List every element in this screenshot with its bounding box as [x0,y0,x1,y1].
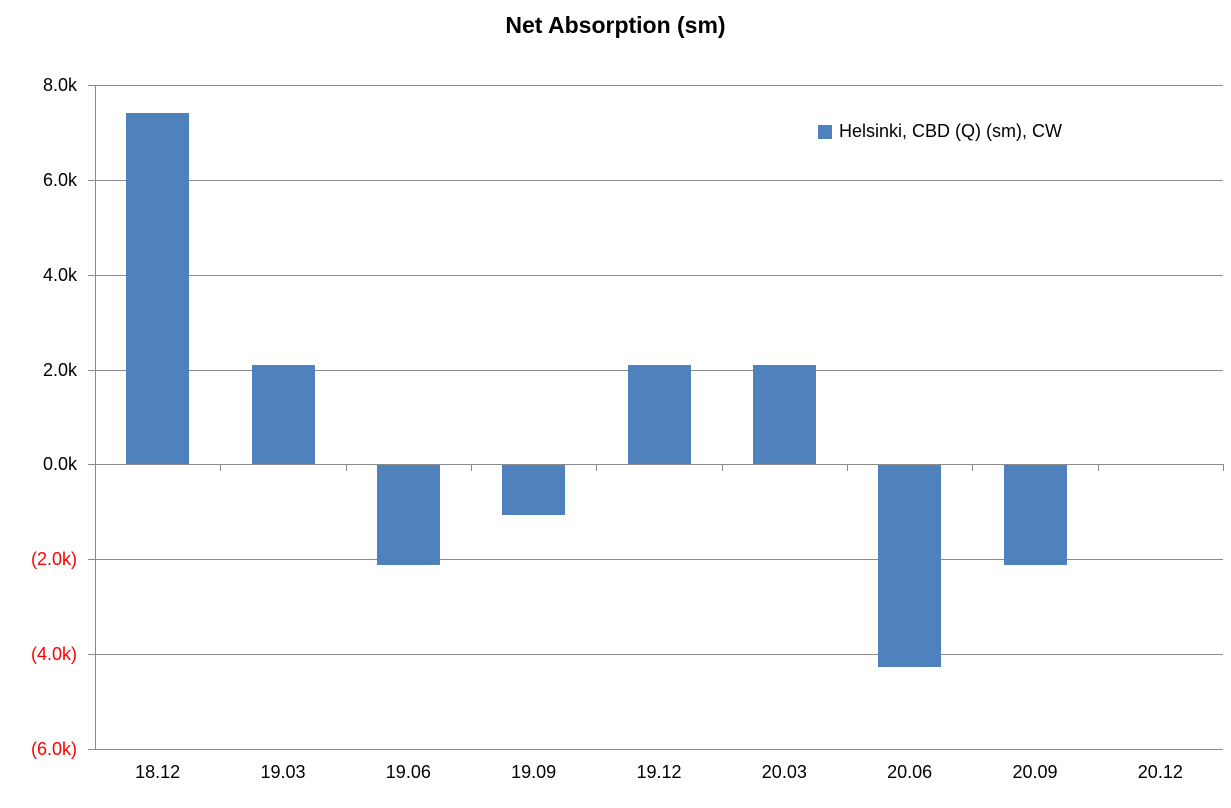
x-axis-category-label: 20.09 [1012,762,1058,782]
x-axis-category-label: 19.09 [511,762,557,782]
x-axis-category-label: 20.03 [761,762,807,782]
x-axis-category-label: 18.12 [135,762,181,782]
y-axis-tick [88,274,95,276]
gridline [95,274,1223,276]
y-axis-tick [88,179,95,181]
x-axis-tick [1097,464,1099,472]
x-axis-tick [847,464,848,472]
bar-20.09 [1003,465,1067,566]
x-axis-category-label: 20.06 [887,762,933,782]
bar-19.09 [502,465,566,516]
y-axis-tick-label: 8.0k [42,75,77,95]
y-axis-tick-label: 6.0k [42,169,77,190]
y-axis-tick-label: (6.0k) [30,739,77,759]
x-axis-tick [1223,464,1224,472]
bar-19.03 [251,364,315,465]
chart-title: Net Absorption (sm) [505,12,726,38]
gridline [95,179,1223,181]
gridline [95,654,1223,656]
gridline [95,464,1223,466]
x-axis-tick [972,464,974,472]
x-axis-tick [220,464,222,472]
bar-20.03 [752,364,816,465]
x-axis-tick [721,464,723,472]
y-axis-tick-label: 2.0k [42,359,77,380]
legend-series-label: Helsinki, CBD (Q) (sm), CW [839,121,1062,141]
y-axis-tick [88,559,95,561]
x-axis-tick [345,464,347,472]
legend: Helsinki, CBD (Q) (sm), CW [818,121,1062,142]
gridline [95,749,1223,750]
x-axis-tick [596,464,598,472]
x-axis-tick [95,464,96,472]
gridline [95,85,1223,86]
x-axis-category-label: 20.12 [1137,762,1183,782]
legend-series-marker-icon [818,124,832,139]
x-axis-tick [471,464,472,472]
y-axis-tick [88,464,95,466]
y-axis-line [95,85,96,749]
y-axis-tick [88,369,95,371]
bar-20.06 [878,465,942,667]
bar-19.12 [627,364,691,465]
gridline [95,559,1223,561]
y-axis-tick-label: 0.0k [42,454,77,475]
bar-18.12 [126,113,190,465]
y-axis-tick [88,654,95,656]
bar-19.06 [376,465,440,566]
y-axis-tick-label: (2.0k) [30,549,77,570]
y-axis-tick [88,85,95,86]
x-axis-category-label: 19.12 [636,762,682,782]
x-axis-category-label: 19.06 [385,762,431,782]
x-axis-category-label: 19.03 [260,762,306,782]
y-axis-tick-label: 4.0k [42,264,77,285]
y-axis-tick [88,749,95,750]
y-axis-tick-label: (4.0k) [30,644,77,665]
